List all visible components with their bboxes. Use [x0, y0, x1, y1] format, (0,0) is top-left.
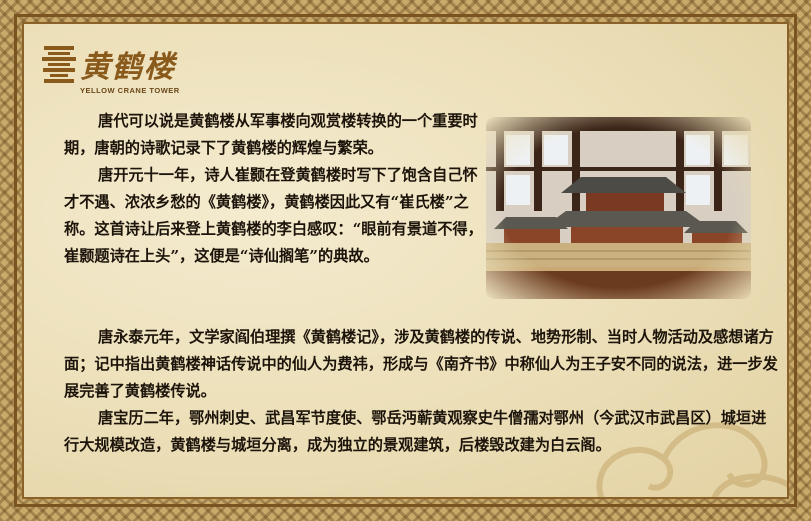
paragraph-tang-transition: 唐代可以说是黄鹤楼从军事楼向观赏楼转换的一个重要时期，唐朝的诗歌记录下了黄鹤楼的…: [64, 112, 478, 157]
tower-model-icon: [486, 117, 751, 299]
logo-chinese-name: 黄鹤楼: [80, 50, 176, 85]
paragraph-cui-hao-poem: 唐开元十一年，诗人崔颢在登黄鹤楼时写下了饱含自己怀才不遇、浓浓乡愁的《黄鹤楼》，…: [64, 166, 483, 265]
paragraph-yan-boli-record: 唐永泰元年，文学家阎伯理撰《黄鹤楼记》，涉及黄鹤楼的传说、地势形制、当时人物活动…: [64, 328, 778, 400]
tower-logo-icon: [42, 46, 76, 83]
logo-english-name: YELLOW CRANE TOWER: [80, 86, 180, 95]
paragraph-niu-sengru-renovation: 唐宝历二年，鄂州刺史、武昌军节度使、鄂岳沔蕲黄观察史牛僧孺对鄂州（今武汉市武昌区…: [64, 409, 767, 454]
auspicious-cloud-icon: [596, 422, 787, 497]
parchment-panel: 黄鹤楼 YELLOW CRANE TOWER: [22, 22, 789, 499]
yellow-crane-tower-logo: 黄鹤楼 YELLOW CRANE TOWER: [40, 42, 200, 108]
frame-border-line: [14, 14, 797, 507]
tower-model-photo: [486, 117, 751, 299]
